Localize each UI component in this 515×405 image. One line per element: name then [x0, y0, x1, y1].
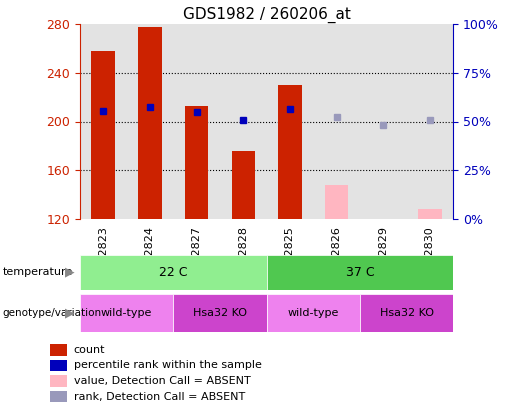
Bar	[418, 209, 441, 219]
Bar	[50, 391, 66, 403]
Bar	[138, 27, 162, 219]
Text: count: count	[74, 345, 105, 355]
Text: wild-type: wild-type	[287, 308, 339, 318]
Bar	[220, 24, 267, 219]
Bar	[325, 185, 348, 219]
Bar	[80, 24, 127, 219]
Bar	[80, 294, 173, 332]
Title: GDS1982 / 260206_at: GDS1982 / 260206_at	[183, 7, 350, 23]
Bar	[406, 24, 453, 219]
Bar	[360, 24, 406, 219]
Text: value, Detection Call = ABSENT: value, Detection Call = ABSENT	[74, 376, 250, 386]
Text: rank, Detection Call = ABSENT: rank, Detection Call = ABSENT	[74, 392, 245, 402]
Bar	[267, 24, 313, 219]
Bar	[360, 294, 453, 332]
Text: ▶: ▶	[65, 306, 74, 320]
Bar	[50, 344, 66, 356]
Bar	[173, 294, 267, 332]
Bar	[232, 151, 255, 219]
Bar	[267, 294, 360, 332]
Text: 22 C: 22 C	[159, 266, 187, 279]
Bar	[278, 85, 301, 219]
Bar	[50, 375, 66, 387]
Bar	[80, 255, 267, 290]
Bar	[127, 24, 173, 219]
Bar	[50, 360, 66, 371]
Text: genotype/variation: genotype/variation	[3, 308, 101, 318]
Text: temperature: temperature	[3, 267, 73, 277]
Text: Hsa32 KO: Hsa32 KO	[193, 308, 247, 318]
Text: wild-type: wild-type	[101, 308, 152, 318]
Bar	[313, 24, 360, 219]
Text: ▶: ▶	[65, 266, 74, 279]
Bar	[267, 255, 453, 290]
Bar	[185, 106, 208, 219]
Bar	[173, 24, 220, 219]
Text: Hsa32 KO: Hsa32 KO	[380, 308, 434, 318]
Bar	[92, 51, 115, 219]
Bar	[371, 219, 395, 220]
Text: percentile rank within the sample: percentile rank within the sample	[74, 360, 262, 371]
Text: 37 C: 37 C	[346, 266, 374, 279]
